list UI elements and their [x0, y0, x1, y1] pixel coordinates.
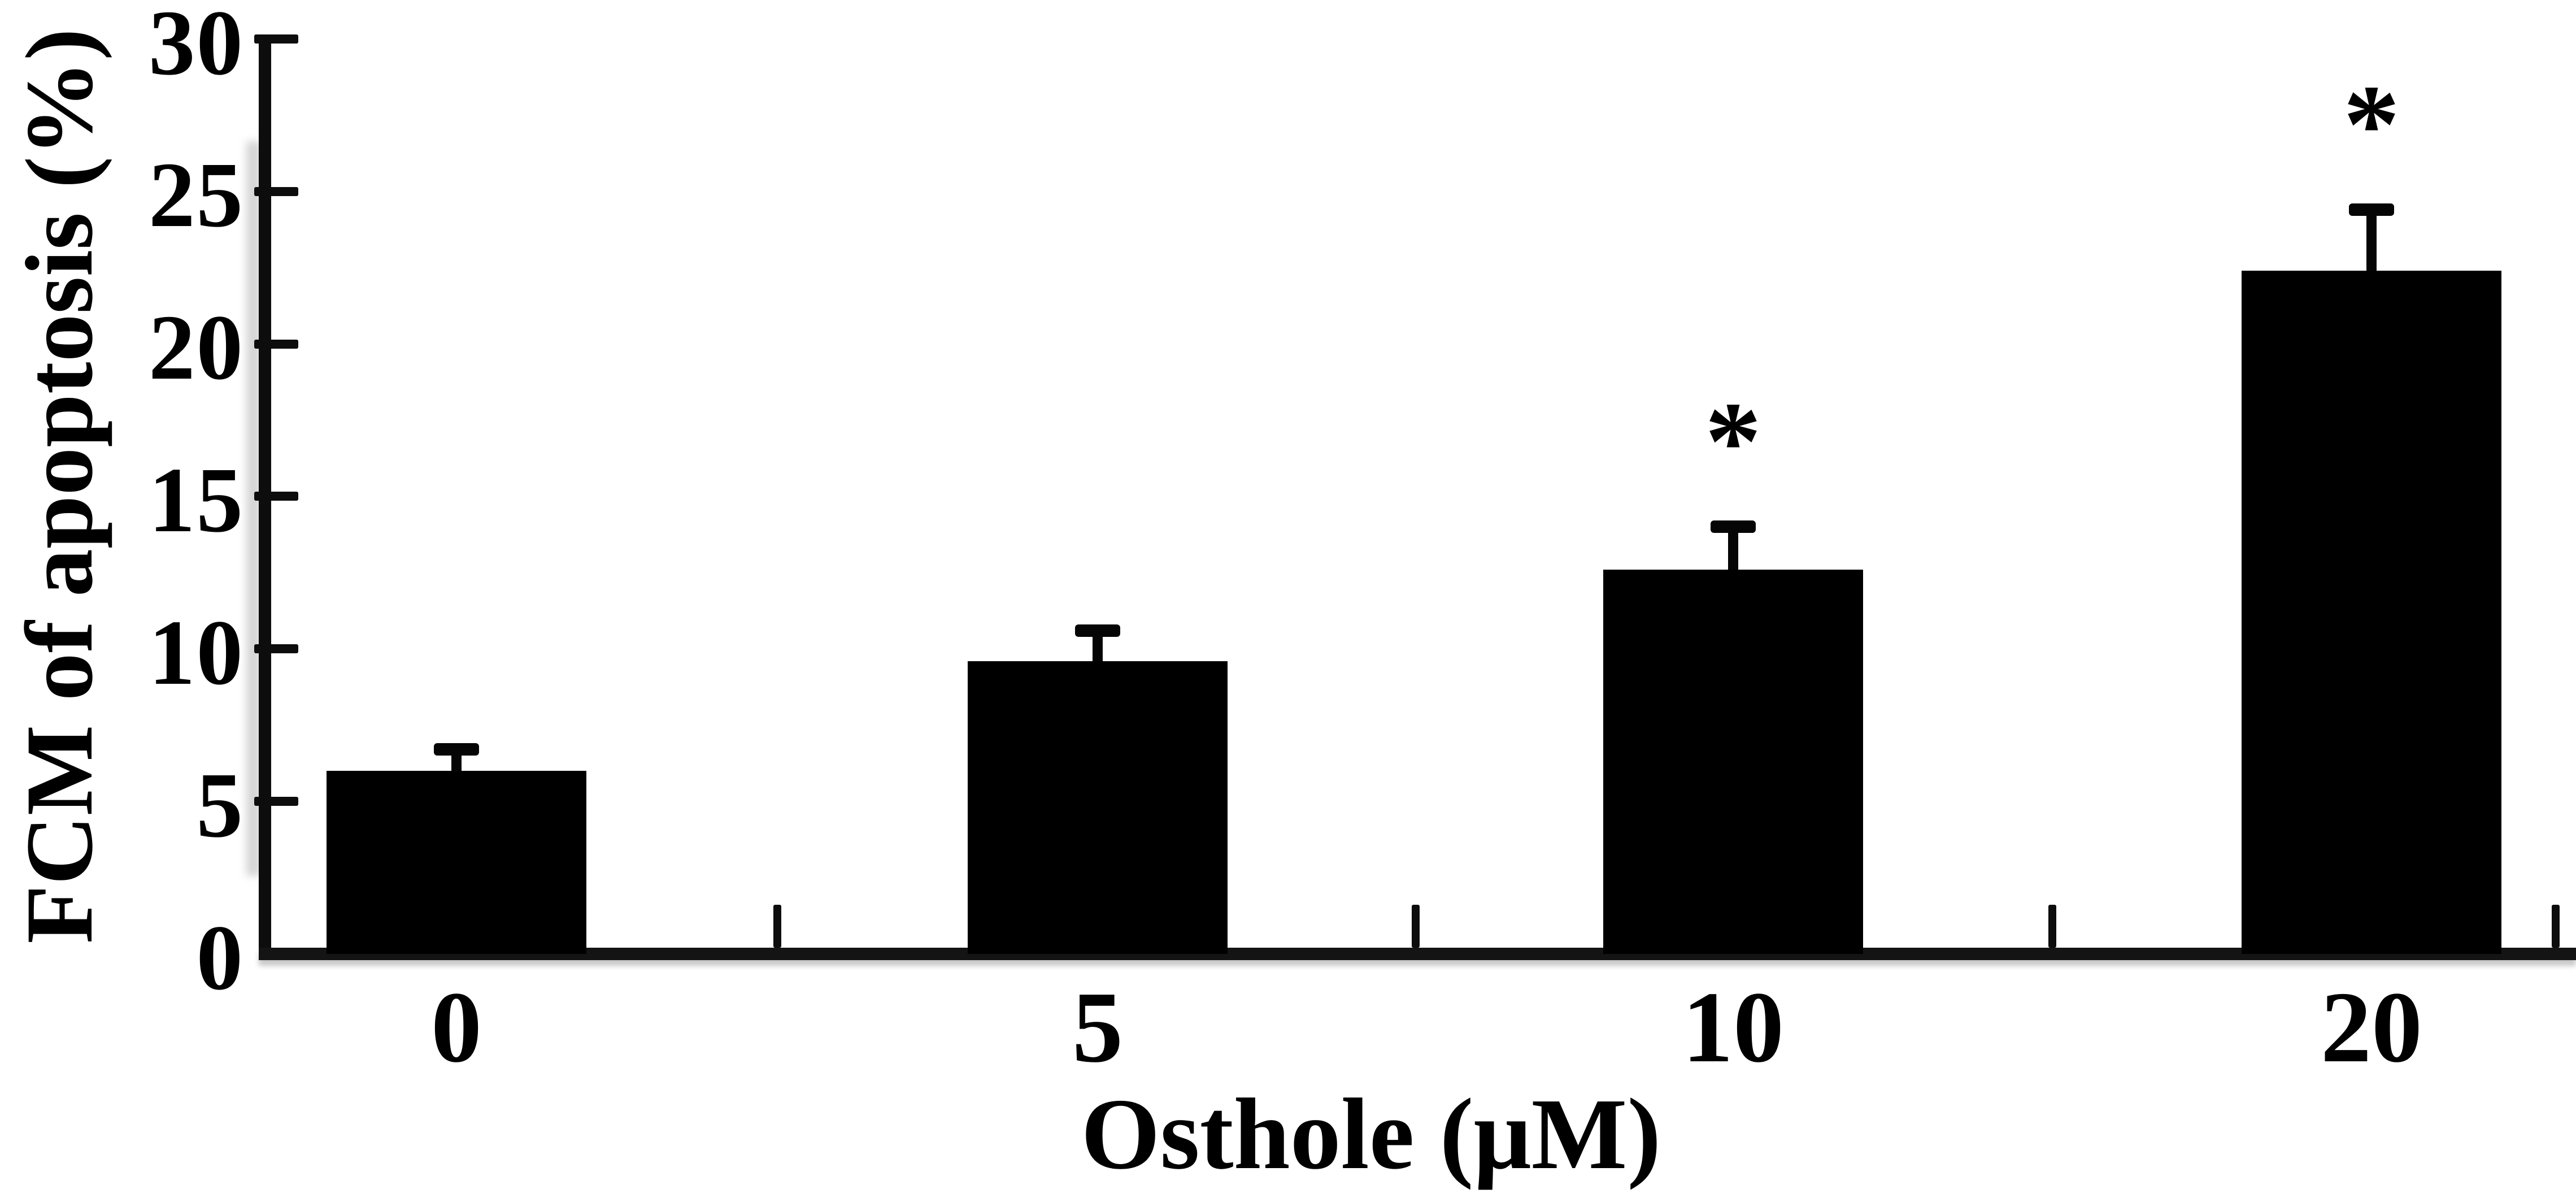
error-bar-cap [434, 743, 479, 756]
y-axis-tick [254, 644, 298, 654]
error-bar-stem [1093, 630, 1103, 661]
y-tick-label: 0 [196, 905, 244, 1009]
y-tick-label: 5 [196, 753, 244, 857]
y-tick-label: 25 [149, 143, 244, 247]
error-bar-stem [1728, 527, 1738, 570]
y-axis-tick [254, 339, 298, 349]
x-tick-label: 20 [2321, 971, 2422, 1083]
x-axis-title: Osthole (μM) [1081, 1078, 1661, 1190]
x-tick-label: 0 [431, 971, 482, 1083]
error-bar-cap [2349, 203, 2394, 216]
y-tick-label: 15 [149, 448, 244, 552]
x-tick-label: 5 [1072, 971, 1123, 1083]
bar-10uM [1603, 570, 1863, 954]
y-tick-label: 20 [149, 296, 244, 400]
error-bar-cap [1075, 624, 1120, 637]
significance-asterisk: * [1705, 379, 1761, 505]
error-bar-cap [1711, 520, 1756, 533]
bar-20uM [2242, 271, 2501, 954]
y-axis-tick [254, 797, 298, 806]
x-axis-boundary-tick [773, 905, 781, 948]
y-axis-tick [254, 492, 298, 501]
error-bar-stem [2366, 210, 2377, 271]
x-axis-line [259, 948, 2576, 960]
x-axis-boundary-tick [1411, 905, 1420, 948]
jpeg-axis-ghost [246, 141, 261, 876]
bar-5uM [968, 661, 1228, 954]
significance-asterisk: * [2343, 62, 2400, 188]
y-tick-label: 30 [149, 0, 244, 94]
y-tick-label: 10 [149, 600, 244, 704]
y-axis-tick [254, 34, 298, 44]
bar-0uM [327, 771, 586, 954]
y-axis-tick [254, 186, 298, 196]
x-tick-label: 10 [1682, 971, 1784, 1083]
x-axis-boundary-tick [2552, 905, 2560, 948]
x-axis-boundary-tick [2048, 905, 2056, 948]
